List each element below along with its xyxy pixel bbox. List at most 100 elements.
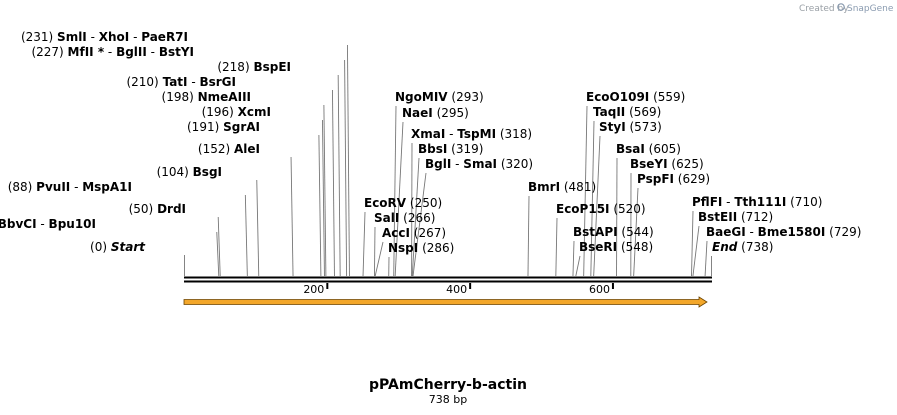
enzyme-tth111i: Tth111I [734,195,786,209]
enzyme-bsrgi: BsrGI [199,75,236,89]
site-position: (250) [406,196,442,210]
enzyme-ecorv: EcoRV [364,196,407,210]
leader-bstapi [572,240,575,277]
site-position: (318) [496,127,532,141]
site-label-bmri: BmrI (481) [528,180,596,194]
site-label-ngomiv: NgoMIV (293) [395,90,484,104]
leader-ecoo109i [583,105,588,277]
site-position: (605) [645,142,681,156]
site-position: (198) [162,90,198,104]
enzyme-paer7i: PaeR7I [141,30,188,44]
enzyme-smai: SmaI [463,157,497,171]
site-position: (319) [447,142,483,156]
site-position: (295) [433,106,469,120]
tick-label-200: 200 [303,283,324,296]
enzyme-drdi: DrdI [157,202,186,216]
site-position: (104) [157,165,193,179]
site-position: (210) [126,75,162,89]
enzyme-bseyi: BseYI [630,157,668,171]
leader-ngomiv [393,105,397,277]
leader-baegi [704,240,708,277]
leader-bbvci [216,231,220,277]
site-label-ecorv: EcoRV (250) [364,196,442,210]
enzyme-tspmi: TspMI [457,127,496,141]
site-label-sgrai: (191) SgrAI [187,120,260,134]
site-label-end: End (738) [712,240,773,254]
site-label-pflfi: PflFI - Tth111I (710) [692,195,822,209]
site-label-styi: StyI (573) [599,120,662,134]
leader-smli [347,44,350,277]
enzyme-styi: StyI [599,120,626,134]
leader-alei [290,156,294,277]
leader-pvuii [244,194,248,277]
enzyme-nspi: NspI [388,241,418,255]
map-length: 738 bp [429,393,467,406]
site-position: (88) [8,180,36,194]
site-label-tati: (210) TatI - BsrGI [126,75,236,89]
enzyme-end: End [712,240,738,254]
enzyme-mspa1i: MspA1I [82,180,132,194]
ruler-ticks: 200 400 600 [303,283,614,296]
enzyme-bstyi: BstYI [159,45,194,59]
leader-drdi [217,216,221,277]
leader-pspfi [633,187,639,277]
site-position: (293) [448,90,484,104]
site-position: (231) [21,30,57,44]
enzyme-bbvci: BbvCI [0,217,37,231]
site-label-bbsi: BbsI (319) [418,142,483,156]
enzyme-tati: TatI [163,75,188,89]
leader-bgli [412,172,427,277]
site-label-acci: AccI (267) [382,226,446,240]
enzyme-sali: SalI [374,211,399,225]
site-label-drdi: (50) DrdI [129,202,186,216]
site-position: (559) [649,90,685,104]
snapgene-logo-icon [837,3,845,11]
site-position: (629) [674,172,710,186]
site-label-xcmi: (196) XcmI [202,105,271,119]
site-position: (266) [399,211,435,225]
site-label-pvuii: (88) PvuII - MspA1I [8,180,132,194]
site-position: (710) [786,195,822,209]
site-label-sali: SalI (266) [374,211,435,225]
leader-xcmi [322,119,325,277]
enzyme-bspei: BspEI [253,60,291,74]
site-label-bsteii: BstEII (712) [698,210,773,224]
leader-naei [394,121,404,277]
enzyme-bme1580i: Bme1580I [758,225,826,239]
site-position: (320) [497,157,533,171]
site-position: (625) [668,157,704,171]
enzyme-bstapi: BstAPI [573,225,618,239]
site-label-bstapi: BstAPI (544) [573,225,654,239]
enzyme-bseri: BseRI [579,240,617,254]
watermark-brand: SnapGene [847,4,894,14]
enzyme-baegi: BaeGI [706,225,746,239]
leader-ecop15i [555,217,558,277]
enzyme-naei: NaeI [402,106,433,120]
leader-taqii [590,120,595,277]
site-labels: (0) Start (48) BbvCI - Bpu10I (50) DrdI (88… [0,30,861,255]
site-label-bsgi: (104) BsgI [157,165,222,179]
map-title: pPAmCherry-b-actin [369,377,527,393]
site-position: (152) [198,142,234,156]
tick-label-600: 600 [589,283,610,296]
site-position: (191) [187,120,223,134]
enzyme-acci: AccI [382,226,410,240]
leader-ecorv [362,211,366,277]
site-position: (729) [825,225,861,239]
site-label-mfii: (227) MfII * - BglII - BstYI [31,45,194,59]
site-label-naei: NaeI (295) [402,106,469,120]
enzyme-start: Start [111,240,146,254]
enzyme-bbsi: BbsI [418,142,447,156]
leader-sgrai [318,134,322,277]
site-position: (548) [617,240,653,254]
site-label-bsai: BsaI (605) [616,142,681,156]
leader-tati [332,89,335,277]
site-label-ecop15i: EcoP15I (520) [556,202,646,216]
enzyme-pflfi: PflFI [692,195,722,209]
site-label-nspi: NspI (286) [388,241,454,255]
leader-mfii [344,59,348,277]
leader-bsgi [256,179,260,277]
site-position: (0) [90,240,111,254]
site-position: (569) [625,105,661,119]
